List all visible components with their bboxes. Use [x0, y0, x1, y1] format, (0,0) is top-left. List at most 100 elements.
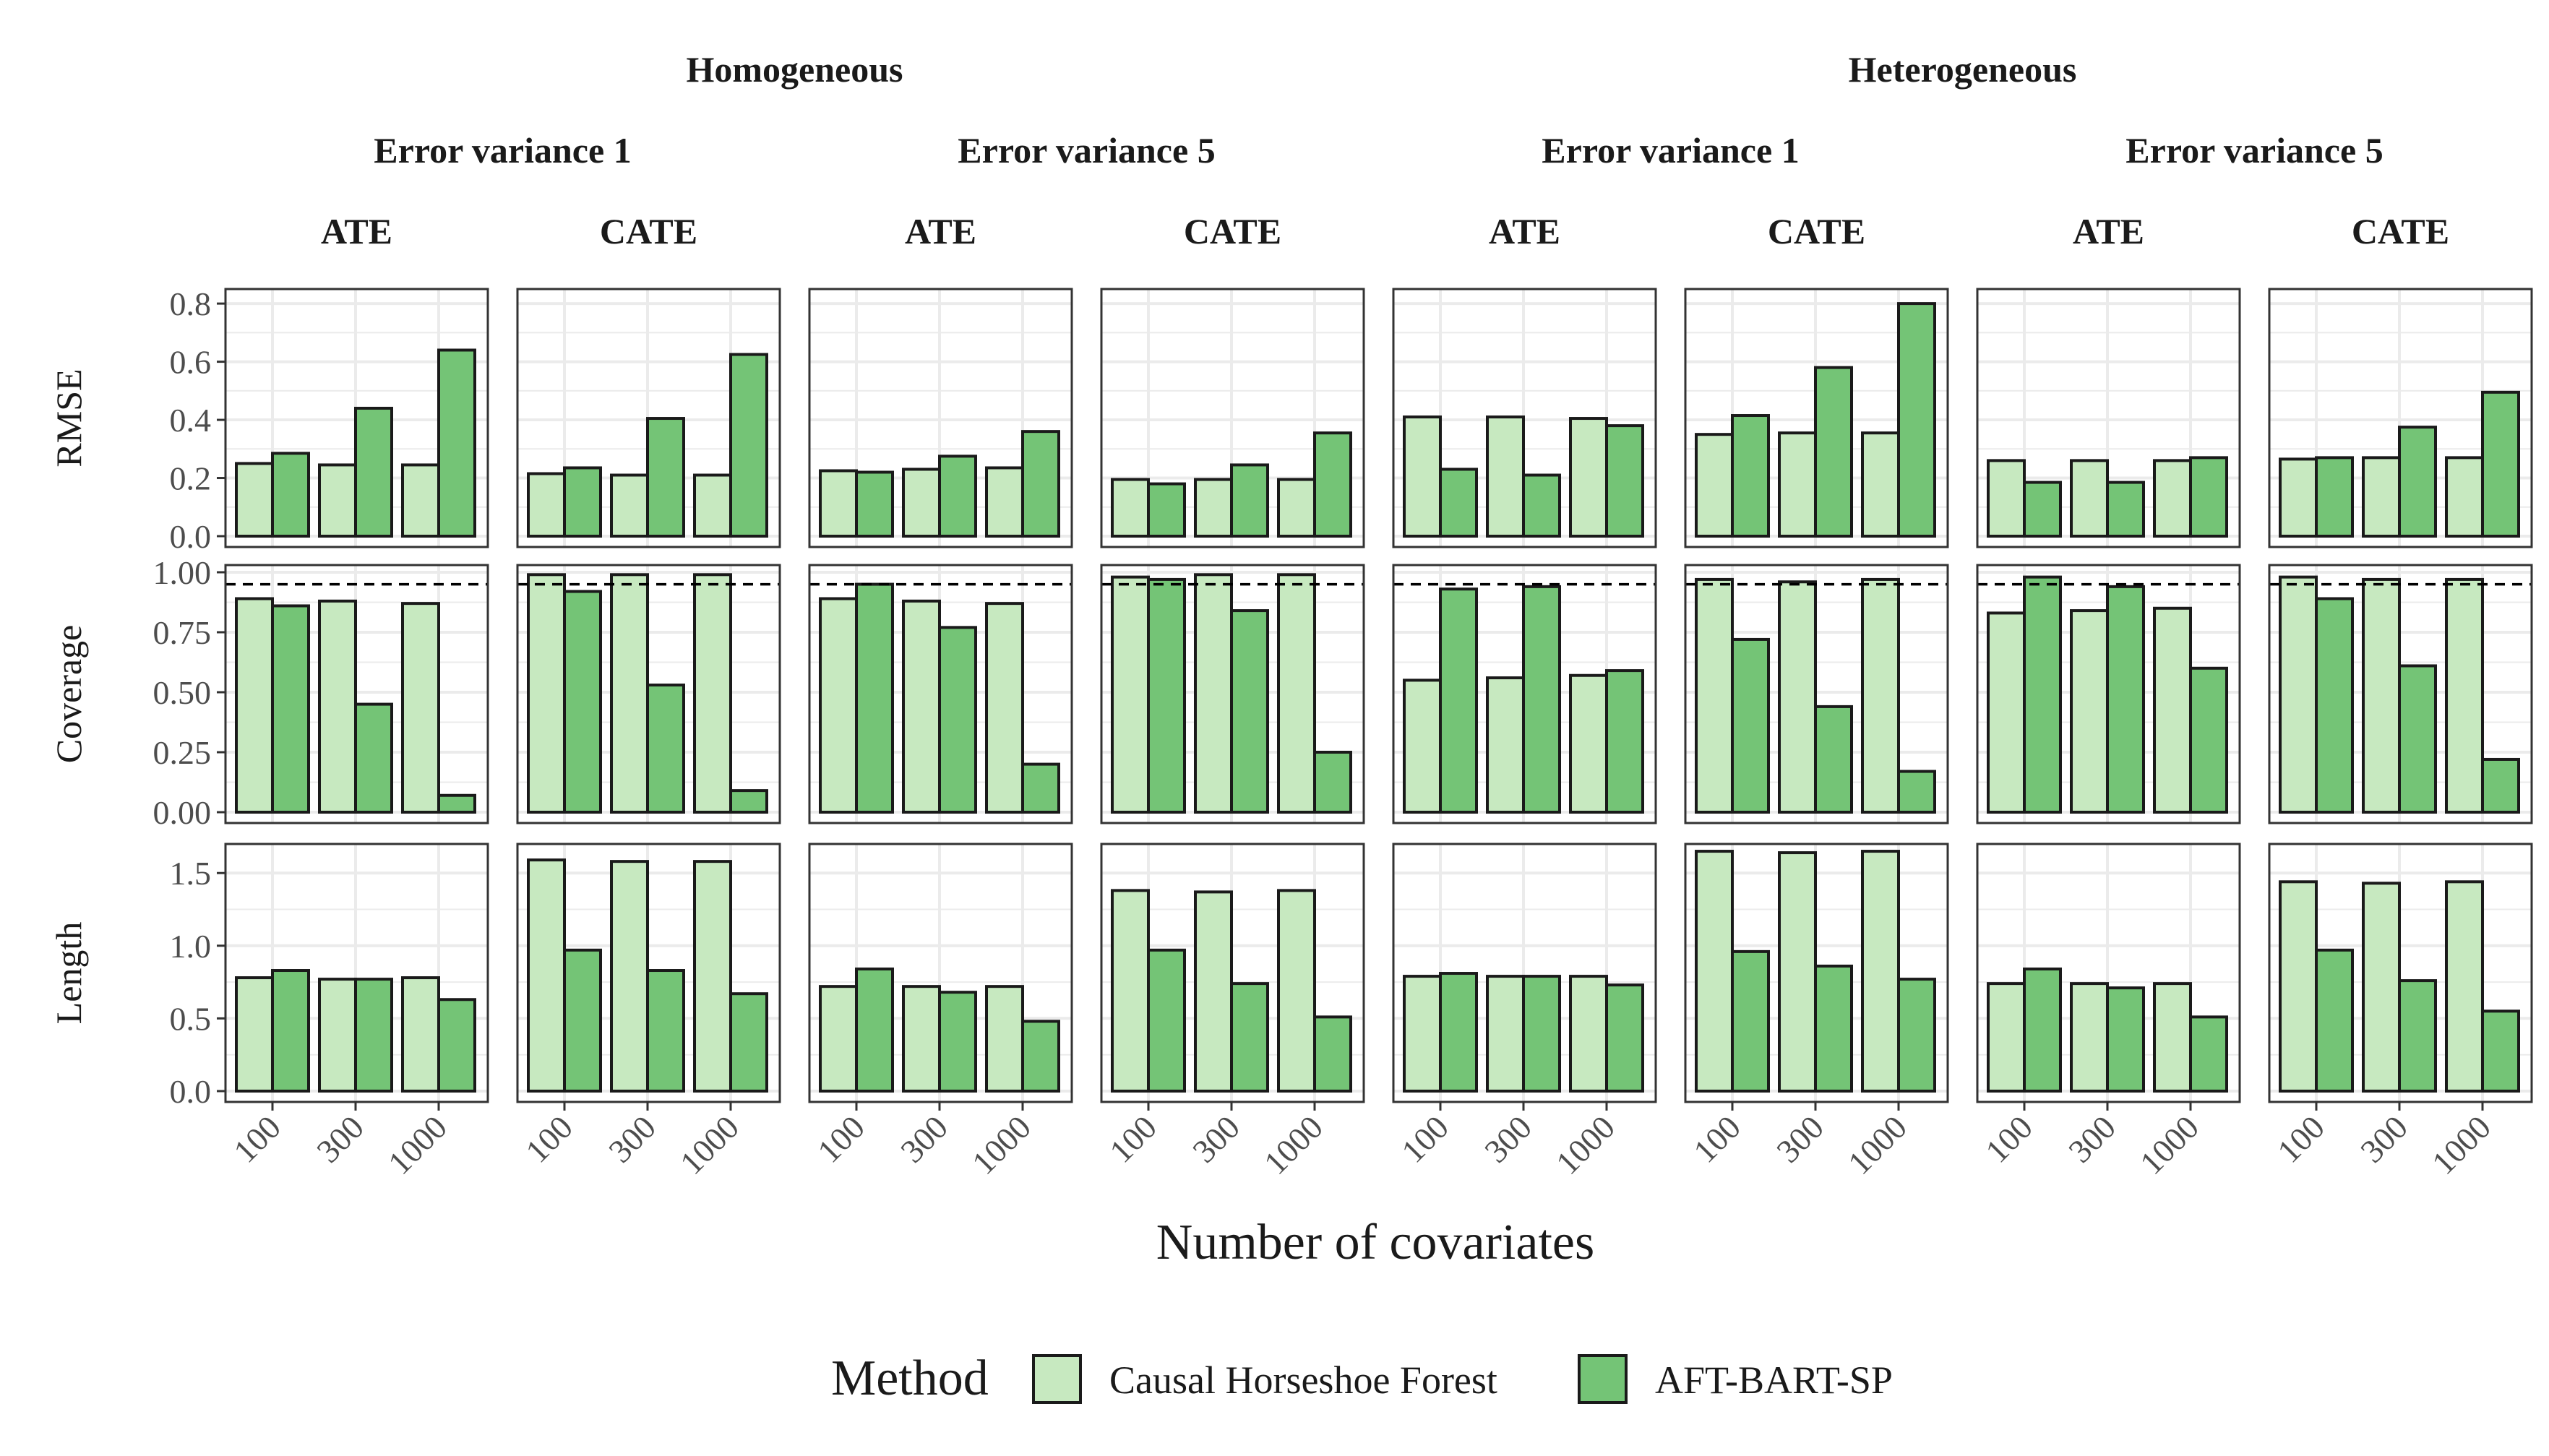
bar-causal-horseshoe-forest-100	[235, 976, 274, 1093]
panel-coverage-7	[1976, 564, 2241, 824]
variance-header-1: Error variance 1	[374, 130, 631, 171]
bar-aft-bart-sp-100	[1439, 587, 1478, 814]
panel-rmse-2	[516, 288, 781, 548]
bar-aft-bart-sp-300	[938, 626, 977, 814]
bar-aft-bart-sp-300	[1522, 585, 1561, 814]
panel-rmse-6	[1684, 288, 1949, 548]
bar-causal-horseshoe-forest-100	[2279, 575, 2318, 814]
estimand-header-7: ATE	[2073, 211, 2144, 251]
bar-aft-bart-sp-300	[1522, 473, 1561, 538]
bar-aft-bart-sp-100	[855, 470, 894, 538]
bar-causal-horseshoe-forest-1000	[985, 466, 1024, 538]
bar-causal-horseshoe-forest-100	[819, 985, 858, 1093]
x-tick-label: 300	[1769, 1108, 1831, 1170]
bar-aft-bart-sp-300	[2106, 481, 2145, 538]
bar-aft-bart-sp-1000	[437, 793, 476, 814]
bar-aft-bart-sp-300	[1230, 463, 1269, 538]
bar-causal-horseshoe-forest-1000	[401, 976, 440, 1093]
facet-panels	[224, 288, 2533, 1103]
bar-causal-horseshoe-forest-100	[527, 472, 566, 538]
bar-causal-horseshoe-forest-1000	[1861, 850, 1900, 1093]
x-tick-label: 1000	[1257, 1108, 1330, 1181]
row-label-rmse: RMSE	[48, 369, 89, 467]
bar-aft-bart-sp-300	[1814, 366, 1853, 538]
y-axes: RMSE 0.0 0.2 0.4 0.6 0.8 Coverage 0.00 0.25 0.50 0…	[48, 285, 225, 1110]
panel-length-4	[1100, 843, 1365, 1103]
bar-aft-bart-sp-300	[2398, 979, 2437, 1093]
bar-aft-bart-sp-1000	[437, 348, 476, 538]
bar-aft-bart-sp-100	[2315, 948, 2354, 1093]
estimand-header-2: CATE	[600, 211, 697, 251]
bar-aft-bart-sp-300	[2106, 986, 2145, 1093]
y-tick-label: 0.25	[153, 734, 212, 771]
y-tick-label: 1.0	[170, 928, 212, 965]
bar-causal-horseshoe-forest-300	[610, 473, 649, 538]
panel-border	[224, 288, 489, 548]
bar-causal-horseshoe-forest-300	[2070, 982, 2109, 1093]
estimand-header-3: ATE	[905, 211, 976, 251]
bar-aft-bart-sp-100	[2315, 456, 2354, 538]
panel-length-2	[516, 843, 781, 1103]
bar-causal-horseshoe-forest-1000	[693, 860, 732, 1093]
legend-label-causal-horseshoe-forest: Causal Horseshoe Forest	[1109, 1358, 1497, 1402]
bar-causal-horseshoe-forest-100	[1987, 611, 2026, 814]
y-tick-label: 0.2	[170, 460, 212, 497]
group-header-homogeneous: Homogeneous	[687, 49, 903, 90]
bar-causal-horseshoe-forest-1000	[401, 602, 440, 814]
panel-rmse-4	[1100, 288, 1365, 548]
x-tick-label: 100	[1102, 1108, 1164, 1170]
bar-causal-horseshoe-forest-1000	[2445, 577, 2484, 814]
bar-aft-bart-sp-1000	[1313, 431, 1352, 538]
bar-aft-bart-sp-300	[2398, 426, 2437, 538]
bar-aft-bart-sp-100	[1439, 972, 1478, 1093]
legend: Method Causal Horseshoe Forest AFT-BART-…	[831, 1351, 1893, 1406]
panel-border	[224, 564, 489, 824]
panel-border	[1684, 288, 1949, 548]
panel-border	[1684, 564, 1949, 824]
bar-causal-horseshoe-forest-300	[1486, 415, 1525, 538]
legend-swatch-causal-horseshoe-forest	[1032, 1354, 1082, 1404]
bar-causal-horseshoe-forest-1000	[1277, 573, 1316, 814]
estimand-header-5: ATE	[1489, 211, 1560, 251]
bar-aft-bart-sp-1000	[2481, 757, 2520, 814]
bar-causal-horseshoe-forest-300	[610, 573, 649, 814]
panel-coverage-3	[808, 564, 1073, 824]
panel-border	[1392, 288, 1657, 548]
bar-causal-horseshoe-forest-300	[2070, 609, 2109, 814]
bar-causal-horseshoe-forest-1000	[1569, 975, 1608, 1093]
bar-aft-bart-sp-300	[354, 406, 393, 538]
bar-causal-horseshoe-forest-100	[1695, 433, 1734, 538]
bar-causal-horseshoe-forest-1000	[1861, 577, 1900, 814]
bar-causal-horseshoe-forest-1000	[401, 463, 440, 538]
variance-header-3: Error variance 1	[1542, 130, 1799, 171]
bar-aft-bart-sp-1000	[2481, 390, 2520, 538]
bar-aft-bart-sp-300	[646, 684, 685, 814]
bar-aft-bart-sp-100	[563, 590, 602, 814]
bar-causal-horseshoe-forest-300	[1778, 580, 1817, 814]
bar-causal-horseshoe-forest-1000	[2445, 456, 2484, 538]
bar-aft-bart-sp-100	[1439, 468, 1478, 538]
bar-causal-horseshoe-forest-300	[1778, 431, 1817, 538]
estimand-header-4: CATE	[1184, 211, 1281, 251]
bar-causal-horseshoe-forest-300	[1486, 676, 1525, 814]
bar-causal-horseshoe-forest-100	[1111, 889, 1150, 1093]
panel-rmse-1	[224, 288, 489, 548]
y-tick-label: 0.50	[153, 674, 212, 711]
bar-aft-bart-sp-300	[1230, 982, 1269, 1093]
x-tick-label: 100	[226, 1108, 288, 1170]
bar-causal-horseshoe-forest-300	[2070, 459, 2109, 538]
bar-causal-horseshoe-forest-300	[1194, 478, 1233, 538]
bar-aft-bart-sp-1000	[2189, 666, 2228, 814]
bar-causal-horseshoe-forest-100	[2279, 880, 2318, 1093]
y-tick-label: 0.75	[153, 614, 212, 651]
estimand-header-6: CATE	[1768, 211, 1865, 251]
bar-causal-horseshoe-forest-100	[1111, 478, 1150, 538]
bar-aft-bart-sp-100	[1731, 949, 1770, 1093]
bar-causal-horseshoe-forest-100	[235, 462, 274, 538]
bar-causal-horseshoe-forest-300	[610, 860, 649, 1093]
bar-aft-bart-sp-1000	[2189, 1015, 2228, 1093]
bar-aft-bart-sp-1000	[1313, 1015, 1352, 1093]
bar-aft-bart-sp-100	[271, 604, 310, 814]
bar-aft-bart-sp-100	[271, 969, 310, 1093]
x-tick-label: 100	[1686, 1108, 1748, 1170]
